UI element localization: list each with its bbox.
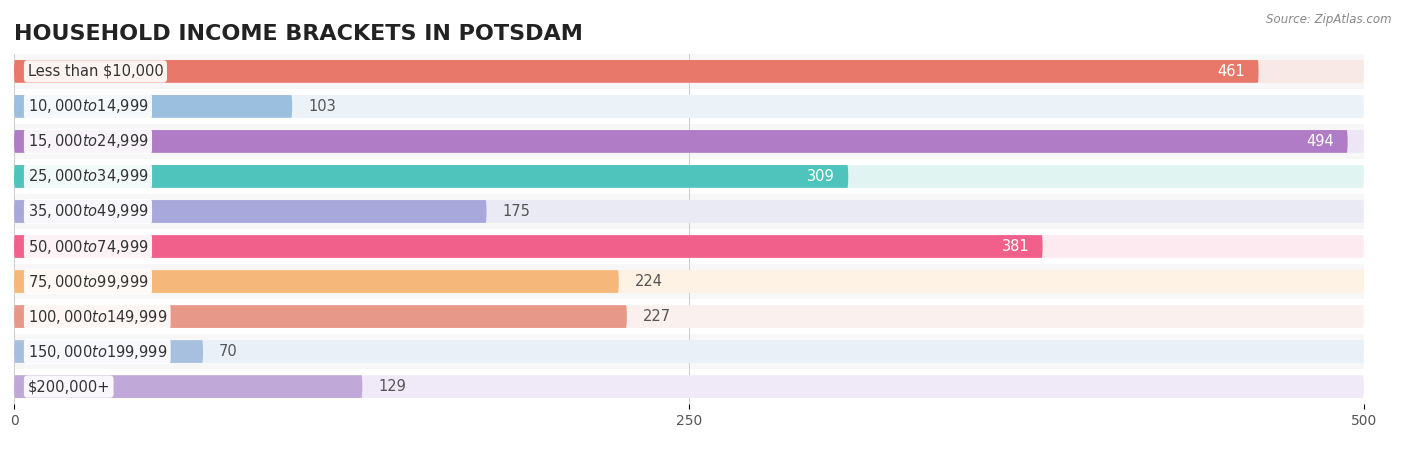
FancyBboxPatch shape <box>14 130 1364 153</box>
FancyBboxPatch shape <box>14 270 619 293</box>
Bar <box>14 194 1364 229</box>
FancyBboxPatch shape <box>14 165 848 188</box>
FancyBboxPatch shape <box>14 305 627 328</box>
Text: $200,000+: $200,000+ <box>28 379 110 394</box>
Text: $25,000 to $34,999: $25,000 to $34,999 <box>28 167 149 185</box>
Bar <box>14 299 1364 334</box>
Text: $150,000 to $199,999: $150,000 to $199,999 <box>28 343 167 361</box>
FancyBboxPatch shape <box>14 200 486 223</box>
FancyBboxPatch shape <box>14 270 1364 293</box>
Bar <box>14 369 1364 404</box>
Bar <box>14 159 1364 194</box>
Bar <box>14 229 1364 264</box>
Text: 461: 461 <box>1218 64 1246 79</box>
FancyBboxPatch shape <box>14 235 1364 258</box>
Text: 227: 227 <box>643 309 671 324</box>
Bar <box>14 334 1364 369</box>
FancyBboxPatch shape <box>14 375 1364 398</box>
Text: 129: 129 <box>378 379 406 394</box>
Text: $15,000 to $24,999: $15,000 to $24,999 <box>28 132 149 150</box>
Text: 103: 103 <box>308 99 336 114</box>
Text: $100,000 to $149,999: $100,000 to $149,999 <box>28 308 167 326</box>
Bar <box>14 124 1364 159</box>
Text: 224: 224 <box>636 274 664 289</box>
FancyBboxPatch shape <box>14 340 202 363</box>
Text: Less than $10,000: Less than $10,000 <box>28 64 163 79</box>
Bar <box>14 89 1364 124</box>
Bar <box>14 264 1364 299</box>
FancyBboxPatch shape <box>14 95 1364 118</box>
Text: $35,000 to $49,999: $35,000 to $49,999 <box>28 202 149 220</box>
FancyBboxPatch shape <box>14 95 292 118</box>
FancyBboxPatch shape <box>14 60 1364 83</box>
Text: Source: ZipAtlas.com: Source: ZipAtlas.com <box>1267 13 1392 26</box>
FancyBboxPatch shape <box>14 375 363 398</box>
FancyBboxPatch shape <box>14 305 1364 328</box>
Text: 381: 381 <box>1001 239 1029 254</box>
Bar <box>14 54 1364 89</box>
Text: 175: 175 <box>503 204 530 219</box>
FancyBboxPatch shape <box>14 60 1258 83</box>
Text: $10,000 to $14,999: $10,000 to $14,999 <box>28 97 149 115</box>
FancyBboxPatch shape <box>14 200 1364 223</box>
Text: 70: 70 <box>219 344 238 359</box>
FancyBboxPatch shape <box>14 340 1364 363</box>
Text: $50,000 to $74,999: $50,000 to $74,999 <box>28 238 149 255</box>
Text: $75,000 to $99,999: $75,000 to $99,999 <box>28 273 149 291</box>
FancyBboxPatch shape <box>14 235 1043 258</box>
Text: 494: 494 <box>1306 134 1334 149</box>
FancyBboxPatch shape <box>14 165 1364 188</box>
FancyBboxPatch shape <box>14 130 1347 153</box>
Text: 309: 309 <box>807 169 835 184</box>
Text: HOUSEHOLD INCOME BRACKETS IN POTSDAM: HOUSEHOLD INCOME BRACKETS IN POTSDAM <box>14 24 583 44</box>
